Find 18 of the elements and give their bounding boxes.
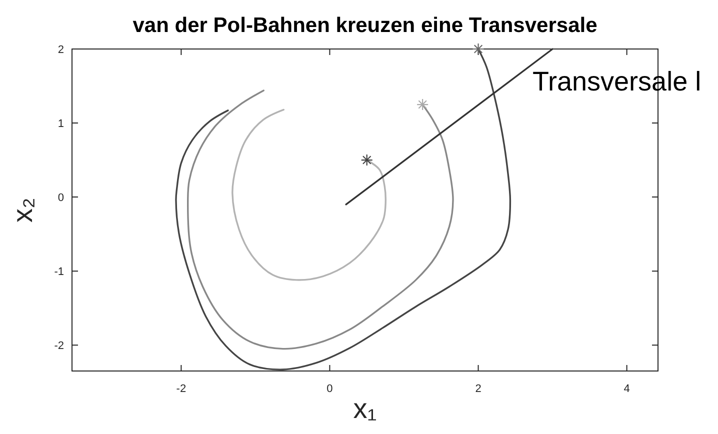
x-tick-label: -2 <box>176 383 186 395</box>
y-tick-label: 2 <box>58 44 64 56</box>
line-series <box>187 90 454 350</box>
y-tick-label: -2 <box>54 340 64 352</box>
line-series <box>232 108 386 281</box>
x-tick-label: 0 <box>326 383 333 395</box>
x-tick-label: 4 <box>624 383 630 395</box>
chart-title: van der Pol-Bahnen kreuzen eine Transversale <box>132 14 598 37</box>
line-series <box>175 48 512 370</box>
y-tick-label: -1 <box>54 266 64 278</box>
x-axis-title: x₁ <box>353 393 377 424</box>
point <box>472 42 484 56</box>
y-axis-title: x₂ <box>7 198 38 222</box>
x-tick-label: 2 <box>475 383 482 395</box>
y-tick-label: 1 <box>58 118 64 130</box>
point <box>416 98 429 111</box>
y-tick-label: 0 <box>58 192 64 204</box>
point <box>360 154 373 166</box>
